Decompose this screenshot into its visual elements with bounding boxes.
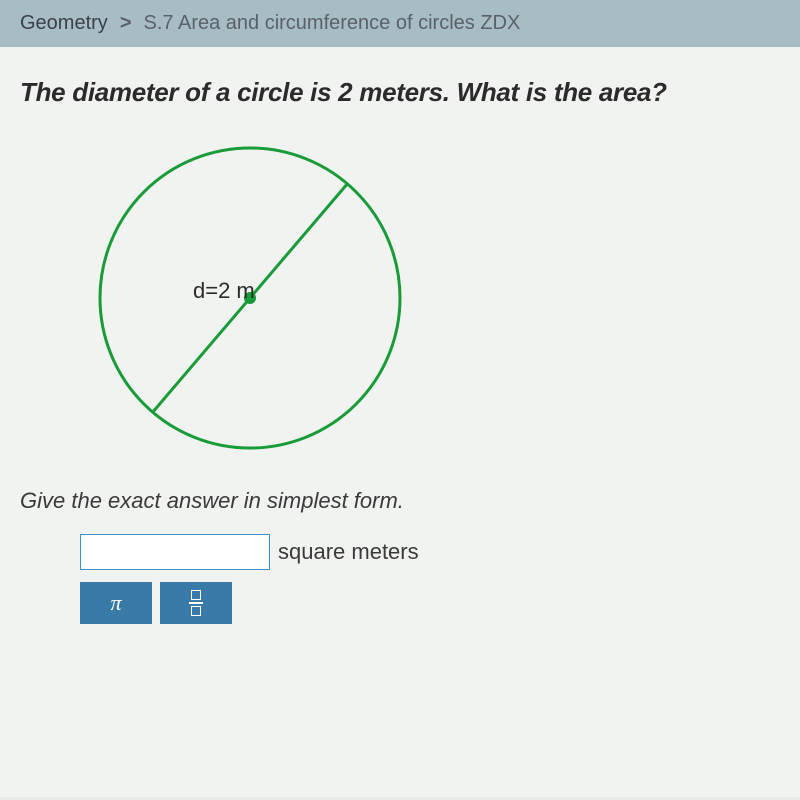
answer-row: square meters xyxy=(80,534,780,570)
circle-diagram: d=2 m xyxy=(80,138,420,458)
chevron-right-icon: > xyxy=(120,12,132,35)
breadcrumb-topic[interactable]: S.7 Area and circumference of circles ZD… xyxy=(144,12,521,35)
diameter-label: d=2 m xyxy=(193,278,255,303)
pi-button[interactable]: π xyxy=(80,582,152,624)
breadcrumb: Geometry > S.7 Area and circumference of… xyxy=(0,0,800,47)
content-area: The diameter of a circle is 2 meters. Wh… xyxy=(0,47,800,797)
fraction-icon xyxy=(189,590,203,616)
circle-svg: d=2 m xyxy=(90,138,410,458)
tool-buttons: π xyxy=(80,582,780,624)
fraction-button[interactable] xyxy=(160,582,232,624)
circle-wrap: d=2 m xyxy=(90,138,410,458)
breadcrumb-subject[interactable]: Geometry xyxy=(20,12,108,35)
unit-label: square meters xyxy=(278,539,419,565)
answer-input[interactable] xyxy=(80,534,270,570)
question-text: The diameter of a circle is 2 meters. Wh… xyxy=(20,77,780,108)
instruction-text: Give the exact answer in simplest form. xyxy=(20,488,780,514)
